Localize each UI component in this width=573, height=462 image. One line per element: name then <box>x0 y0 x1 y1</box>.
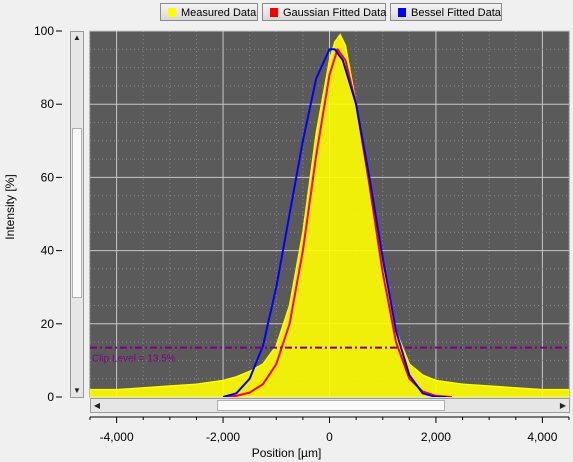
measured-swatch <box>168 8 176 17</box>
horizontal-scroll-thumb[interactable] <box>217 400 445 411</box>
x-tick-label: 0 <box>326 430 333 444</box>
legend-label-measured: Measured Data <box>181 7 257 19</box>
series-group <box>90 33 569 397</box>
legend-item-measured[interactable]: Measured Data <box>160 3 258 21</box>
x-tick-label: -4,000 <box>100 430 134 444</box>
y-tick-label: 40 <box>41 244 55 258</box>
vertical-scroll-thumb[interactable] <box>72 128 82 298</box>
vertical-scrollbar[interactable]: ▲ ▼ <box>70 31 84 398</box>
scroll-up-arrow-icon[interactable]: ▲ <box>73 33 81 42</box>
y-tick-label: 100 <box>34 24 54 38</box>
legend: Measured Data Gaussian Fitted Data Besse… <box>0 3 573 23</box>
series-measured-data <box>90 33 569 397</box>
y-tick-label: 60 <box>41 170 55 184</box>
bessel-swatch <box>398 8 406 17</box>
x-tick-label: 2,000 <box>421 430 451 444</box>
legend-label-gaussian: Gaussian Fitted Data <box>283 7 387 19</box>
scroll-down-arrow-icon[interactable]: ▼ <box>73 386 81 395</box>
clip-level-label: Clip Level = 13.5% <box>92 354 176 365</box>
x-axis-title: Position [µm] <box>251 446 322 460</box>
series-bessel-fit <box>222 48 447 397</box>
x-tick-label: 4,000 <box>527 430 557 444</box>
legend-item-gaussian[interactable]: Gaussian Fitted Data <box>262 3 386 21</box>
y-tick-label: 80 <box>41 97 55 111</box>
scroll-left-arrow-icon[interactable]: ◀ <box>93 401 101 410</box>
gaussian-swatch <box>270 8 278 17</box>
x-axis: -4,000 -2,000 0 2,000 4,000 <box>89 416 570 444</box>
x-tick-label: -2,000 <box>206 430 240 444</box>
y-tick-label: 20 <box>41 317 55 331</box>
legend-label-bessel: Bessel Fitted Data <box>411 7 501 19</box>
series-gaussian-fit <box>222 48 452 397</box>
horizontal-scrollbar[interactable]: ◀ ▶ <box>90 398 570 413</box>
y-tick-label: 0 <box>47 390 54 404</box>
scroll-right-arrow-icon[interactable]: ▶ <box>559 401 567 410</box>
y-axis: 0 20 40 60 80 100 <box>34 24 62 404</box>
legend-item-bessel[interactable]: Bessel Fitted Data <box>390 3 502 21</box>
